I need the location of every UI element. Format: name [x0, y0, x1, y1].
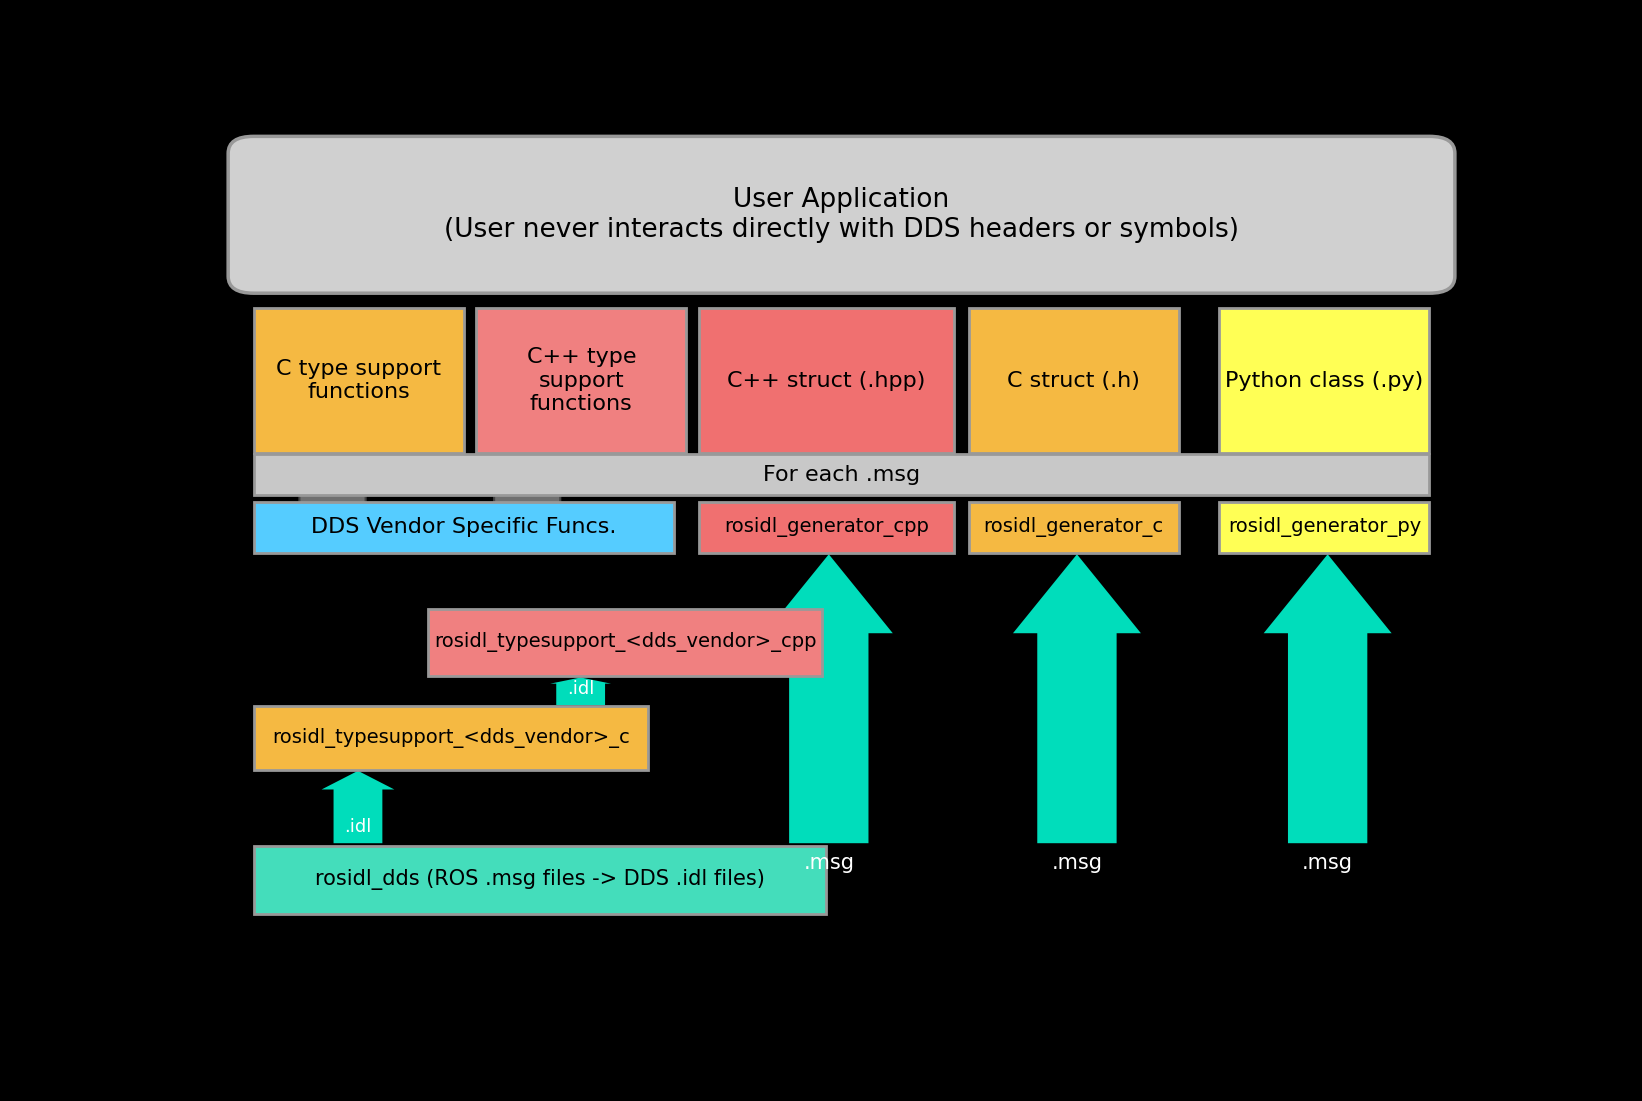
Text: C type support
functions: C type support functions — [276, 359, 442, 402]
Polygon shape — [762, 553, 895, 844]
FancyBboxPatch shape — [253, 846, 826, 914]
Polygon shape — [699, 848, 793, 912]
Text: C++ type
support
functions: C++ type support functions — [527, 347, 635, 414]
FancyBboxPatch shape — [699, 502, 954, 553]
FancyBboxPatch shape — [253, 308, 463, 453]
Text: DDS Vendor Specific Funcs.: DDS Vendor Specific Funcs. — [310, 517, 616, 537]
Text: .msg: .msg — [1302, 853, 1353, 873]
Text: rosidl_typesupport_<dds_vendor>_c: rosidl_typesupport_<dds_vendor>_c — [273, 728, 631, 748]
Text: .msg: .msg — [803, 853, 854, 873]
Text: .idl: .idl — [566, 679, 594, 698]
Text: .msg: .msg — [1051, 853, 1102, 873]
Text: rosidl_generator_cpp: rosidl_generator_cpp — [724, 517, 929, 537]
FancyBboxPatch shape — [253, 502, 673, 553]
Polygon shape — [1011, 553, 1143, 844]
FancyBboxPatch shape — [1220, 308, 1430, 453]
FancyBboxPatch shape — [476, 308, 686, 453]
FancyBboxPatch shape — [969, 308, 1179, 453]
Text: User Application
(User never interacts directly with DDS headers or symbols): User Application (User never interacts d… — [443, 187, 1240, 243]
Text: rosidl_typesupport_<dds_vendor>_cpp: rosidl_typesupport_<dds_vendor>_cpp — [433, 632, 816, 653]
FancyBboxPatch shape — [253, 706, 649, 770]
FancyBboxPatch shape — [699, 308, 954, 453]
Polygon shape — [317, 770, 399, 844]
Text: C struct (.h): C struct (.h) — [1007, 371, 1140, 391]
Text: Python class (.py): Python class (.py) — [1225, 371, 1424, 391]
FancyBboxPatch shape — [969, 502, 1179, 553]
Text: .idl: .idl — [345, 818, 371, 836]
Text: C++ struct (.hpp): C++ struct (.hpp) — [727, 371, 926, 391]
Polygon shape — [284, 453, 381, 553]
Text: rosidl_generator_py: rosidl_generator_py — [1228, 517, 1420, 537]
FancyBboxPatch shape — [253, 455, 1430, 495]
FancyBboxPatch shape — [228, 137, 1455, 293]
Polygon shape — [540, 676, 621, 706]
Polygon shape — [479, 453, 576, 553]
Text: For each .msg: For each .msg — [764, 465, 920, 484]
Polygon shape — [1261, 553, 1394, 844]
FancyBboxPatch shape — [1220, 502, 1430, 553]
FancyBboxPatch shape — [429, 609, 823, 676]
Text: rosidl_dds (ROS .msg files -> DDS .idl files): rosidl_dds (ROS .msg files -> DDS .idl f… — [315, 870, 765, 891]
Text: rosidl_generator_c: rosidl_generator_c — [984, 517, 1164, 537]
